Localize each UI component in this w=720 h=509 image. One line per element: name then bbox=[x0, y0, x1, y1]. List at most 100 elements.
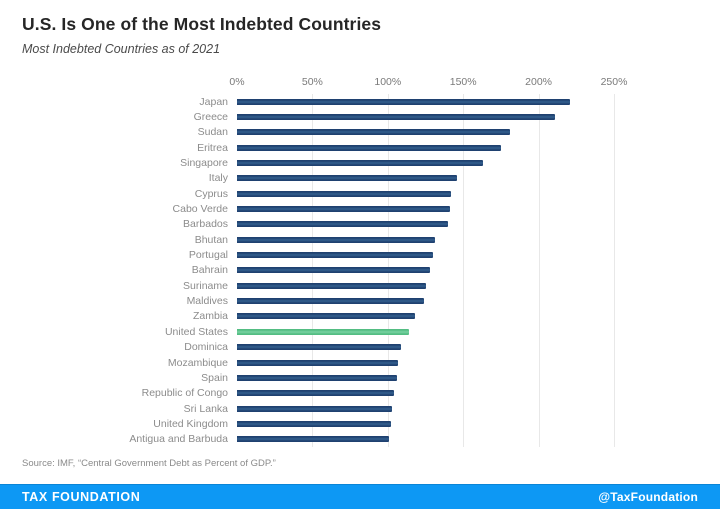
x-axis-tick: 150% bbox=[449, 76, 477, 88]
country-label: Eritrea bbox=[197, 141, 228, 154]
chart-subtitle: Most Indebted Countries as of 2021 bbox=[22, 42, 221, 56]
bar-track bbox=[237, 232, 614, 247]
chart-row: Japan bbox=[20, 94, 614, 109]
chart-row: Bahrain bbox=[20, 263, 614, 278]
chart-row: Antigua and Barbuda bbox=[20, 432, 614, 447]
chart-row: United Kingdom bbox=[20, 416, 614, 431]
country-label: United Kingdom bbox=[153, 417, 228, 430]
chart-row: Portugal bbox=[20, 247, 614, 262]
x-axis-tick: 0% bbox=[229, 76, 245, 88]
country-label: Republic of Congo bbox=[141, 387, 228, 400]
bar-track bbox=[237, 140, 614, 155]
twitter-handle: @TaxFoundation bbox=[598, 490, 698, 504]
debt-bar bbox=[237, 114, 556, 121]
debt-bar bbox=[237, 144, 501, 151]
country-label: Singapore bbox=[180, 157, 228, 170]
gridline bbox=[614, 94, 615, 447]
x-axis-tick: 100% bbox=[374, 76, 402, 88]
chart-row: Cabo Verde bbox=[20, 201, 614, 216]
bar-track bbox=[237, 201, 614, 216]
chart-row: Mozambique bbox=[20, 355, 614, 370]
bar-track bbox=[237, 309, 614, 324]
debt-bar bbox=[237, 190, 452, 197]
debt-bar bbox=[237, 374, 397, 381]
chart-row: Sudan bbox=[20, 125, 614, 140]
chart-row: Italy bbox=[20, 171, 614, 186]
chart-row: Barbados bbox=[20, 217, 614, 232]
chart-rows: Japan Greece Sudan Eritrea Singapore Italy Cyp… bbox=[20, 94, 614, 447]
debt-bar bbox=[237, 267, 431, 274]
bar-track bbox=[237, 340, 614, 355]
debt-bar bbox=[237, 129, 510, 136]
debt-bar bbox=[237, 344, 402, 351]
country-label: Bahrain bbox=[191, 264, 228, 277]
bar-track bbox=[237, 171, 614, 186]
chart-row: Singapore bbox=[20, 155, 614, 170]
bar-track bbox=[237, 247, 614, 262]
chart-row: Dominica bbox=[20, 340, 614, 355]
bar-track bbox=[237, 401, 614, 416]
bar-track bbox=[237, 109, 614, 124]
chart-row: Sri Lanka bbox=[20, 401, 614, 416]
bar-track bbox=[237, 263, 614, 278]
debt-bar bbox=[237, 160, 483, 167]
country-label: Greece bbox=[193, 111, 228, 124]
country-label: Suriname bbox=[183, 279, 228, 292]
bar-track bbox=[237, 278, 614, 293]
country-label: Cabo Verde bbox=[172, 203, 228, 216]
country-label: Sri Lanka bbox=[183, 402, 228, 415]
chart-row: Eritrea bbox=[20, 140, 614, 155]
country-label: Italy bbox=[208, 172, 228, 185]
brand-name: TAX FOUNDATION bbox=[22, 490, 141, 504]
gridline bbox=[463, 94, 465, 447]
chart-row: Zambia bbox=[20, 309, 614, 324]
bar-track bbox=[237, 386, 614, 401]
chart-row: Republic of Congo bbox=[20, 386, 614, 401]
country-label: Portugal bbox=[188, 249, 228, 262]
chart-title: U.S. Is One of the Most Indebted Countri… bbox=[22, 14, 382, 34]
chart-row: Maldives bbox=[20, 293, 614, 308]
debt-bar bbox=[237, 175, 458, 182]
bar-track bbox=[237, 155, 614, 170]
country-label: Cyprus bbox=[194, 187, 228, 200]
bar-track bbox=[237, 370, 614, 385]
bar-track bbox=[237, 186, 614, 201]
bar-track bbox=[237, 125, 614, 140]
chart-row: Cyprus bbox=[20, 186, 614, 201]
debt-bar bbox=[237, 313, 415, 320]
country-label: Bhutan bbox=[194, 233, 228, 246]
chart-row: Suriname bbox=[20, 278, 614, 293]
country-label: Mozambique bbox=[167, 356, 228, 369]
source-note: Source: IMF, “Central Government Debt as… bbox=[22, 458, 276, 469]
chart-row: United States bbox=[20, 324, 614, 339]
bar-track bbox=[237, 324, 614, 339]
x-axis: 0% 50% 100% 150% 200% 250% bbox=[229, 76, 627, 90]
debt-bar bbox=[237, 206, 450, 213]
debt-bar bbox=[237, 282, 426, 289]
chart-row: Greece bbox=[20, 109, 614, 124]
debt-bar bbox=[237, 390, 394, 397]
debt-bar bbox=[237, 236, 435, 243]
footer-bar: TAX FOUNDATION @TaxFoundation bbox=[0, 484, 720, 509]
chart-row: Bhutan bbox=[20, 232, 614, 247]
country-label: Antigua and Barbuda bbox=[129, 433, 228, 446]
country-label: United States bbox=[164, 325, 228, 338]
debt-bar bbox=[237, 359, 399, 366]
chart-row: Spain bbox=[20, 370, 614, 385]
country-label: Dominica bbox=[184, 341, 228, 354]
debt-bar bbox=[237, 405, 393, 412]
country-label: Zambia bbox=[192, 310, 228, 323]
country-label: Sudan bbox=[197, 126, 228, 139]
bar-track bbox=[237, 432, 614, 447]
bar-track bbox=[237, 355, 614, 370]
country-label: Spain bbox=[201, 371, 228, 384]
gridline bbox=[538, 94, 540, 447]
bar-track bbox=[237, 94, 614, 109]
debt-bar bbox=[237, 98, 571, 105]
bar-track bbox=[237, 217, 614, 232]
x-axis-tick: 250% bbox=[600, 76, 628, 88]
x-axis-tick: 50% bbox=[301, 76, 323, 88]
x-axis-tick: 200% bbox=[525, 76, 553, 88]
debt-bar bbox=[237, 436, 390, 443]
country-label: Japan bbox=[199, 95, 228, 108]
